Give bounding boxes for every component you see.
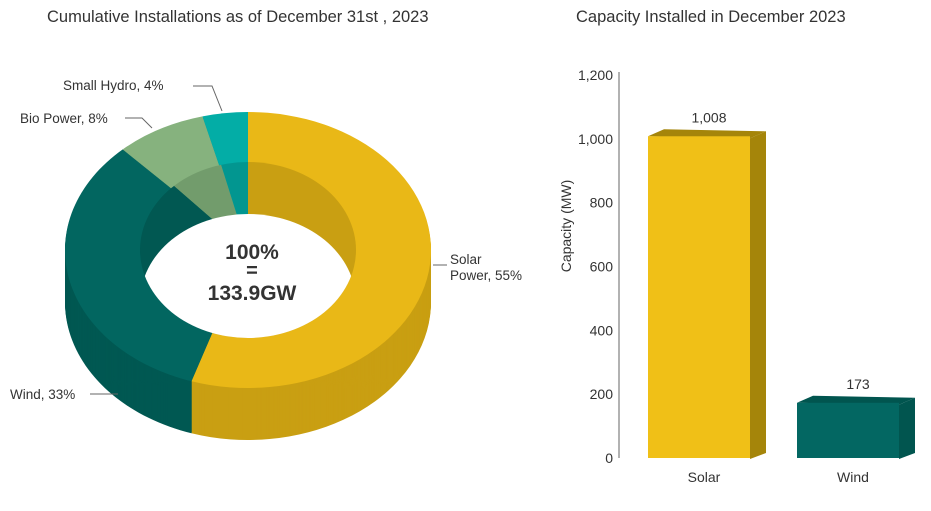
bar-side-solar (750, 131, 766, 459)
leader-line (193, 85, 223, 112)
bar-top-wind (797, 395, 915, 405)
donut-center-label: = (246, 260, 258, 282)
y-tick-label: 1,200 (578, 67, 613, 83)
y-tick-label: 200 (590, 386, 614, 402)
bar-side-wind (899, 397, 915, 459)
y-tick-label: 800 (590, 195, 614, 211)
y-tick-label: 600 (590, 259, 614, 275)
bar-wind (797, 402, 899, 458)
donut-hole (140, 214, 356, 338)
x-tick-label: Solar (688, 469, 721, 485)
slice-label-bio-power: Bio Power, 8% (20, 111, 108, 126)
slice-label-wind: Wind, 33% (10, 387, 75, 402)
donut-center-label: 133.9GW (208, 282, 297, 305)
bar-solar (648, 136, 750, 458)
donut-inner-wall (140, 162, 356, 338)
donut-chart-title: Cumulative Installations as of December … (47, 8, 429, 26)
bar-value-label: 1,008 (691, 109, 726, 125)
bar-value-label: 173 (846, 376, 870, 392)
donut-center-label: 100% (225, 241, 279, 264)
slice-label-solar-power: Solar (450, 252, 482, 267)
bar-chart-title: Capacity Installed in December 2023 (576, 8, 846, 26)
slice-label-small-hydro: Small Hydro, 4% (63, 78, 164, 93)
bar-top-solar (648, 129, 766, 139)
leader-line (125, 117, 153, 129)
y-axis-label: Capacity (MW) (558, 180, 574, 273)
x-tick-label: Wind (837, 469, 869, 485)
y-tick-label: 0 (605, 450, 613, 466)
y-tick-label: 1,000 (578, 131, 613, 147)
slice-label-solar-power: Power, 55% (450, 268, 522, 283)
y-tick-label: 400 (590, 322, 614, 338)
